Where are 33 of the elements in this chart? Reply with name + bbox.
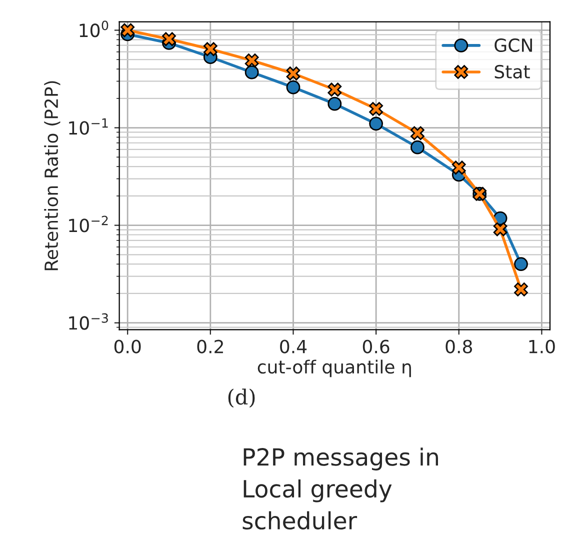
point — [410, 126, 424, 140]
point — [162, 32, 176, 46]
x-tick-label: 0.6 — [362, 340, 390, 354]
y-tick-label: 10$^{−1}$ — [69, 118, 108, 135]
point — [514, 257, 528, 272]
point — [286, 80, 300, 94]
x-tick-label: 0.2 — [197, 340, 223, 354]
point — [369, 102, 384, 116]
point — [244, 65, 259, 80]
x-tick-label: 0.4 — [280, 340, 307, 354]
x-tick-label: 1.0 — [529, 340, 555, 354]
point — [514, 282, 528, 296]
point — [410, 140, 424, 154]
point — [244, 53, 259, 68]
text: P2P messages in Local greedy scheduler — [242, 448, 438, 530]
legend-label: Stat — [494, 64, 530, 79]
point — [369, 116, 384, 131]
y-axis-title: Retention Ratio (P2P) — [44, 81, 60, 270]
x-tick-label: 0.0 — [114, 340, 141, 354]
text: (d) — [228, 388, 255, 408]
y-tick-label: 10$^{−2}$ — [69, 216, 108, 232]
point — [203, 42, 218, 56]
point — [120, 23, 135, 38]
x-axis-title: cut-off quantile η — [258, 360, 411, 378]
legend-label: GCN — [494, 38, 532, 52]
y-tick-label: 10$^{0}$ — [80, 20, 108, 38]
point — [452, 160, 466, 175]
point — [328, 82, 342, 97]
x-tick-label: 0.8 — [446, 340, 472, 354]
point — [328, 96, 342, 111]
point — [286, 66, 300, 80]
y-tick-label: 10$^{−3}$ — [69, 313, 108, 330]
point — [493, 222, 508, 236]
